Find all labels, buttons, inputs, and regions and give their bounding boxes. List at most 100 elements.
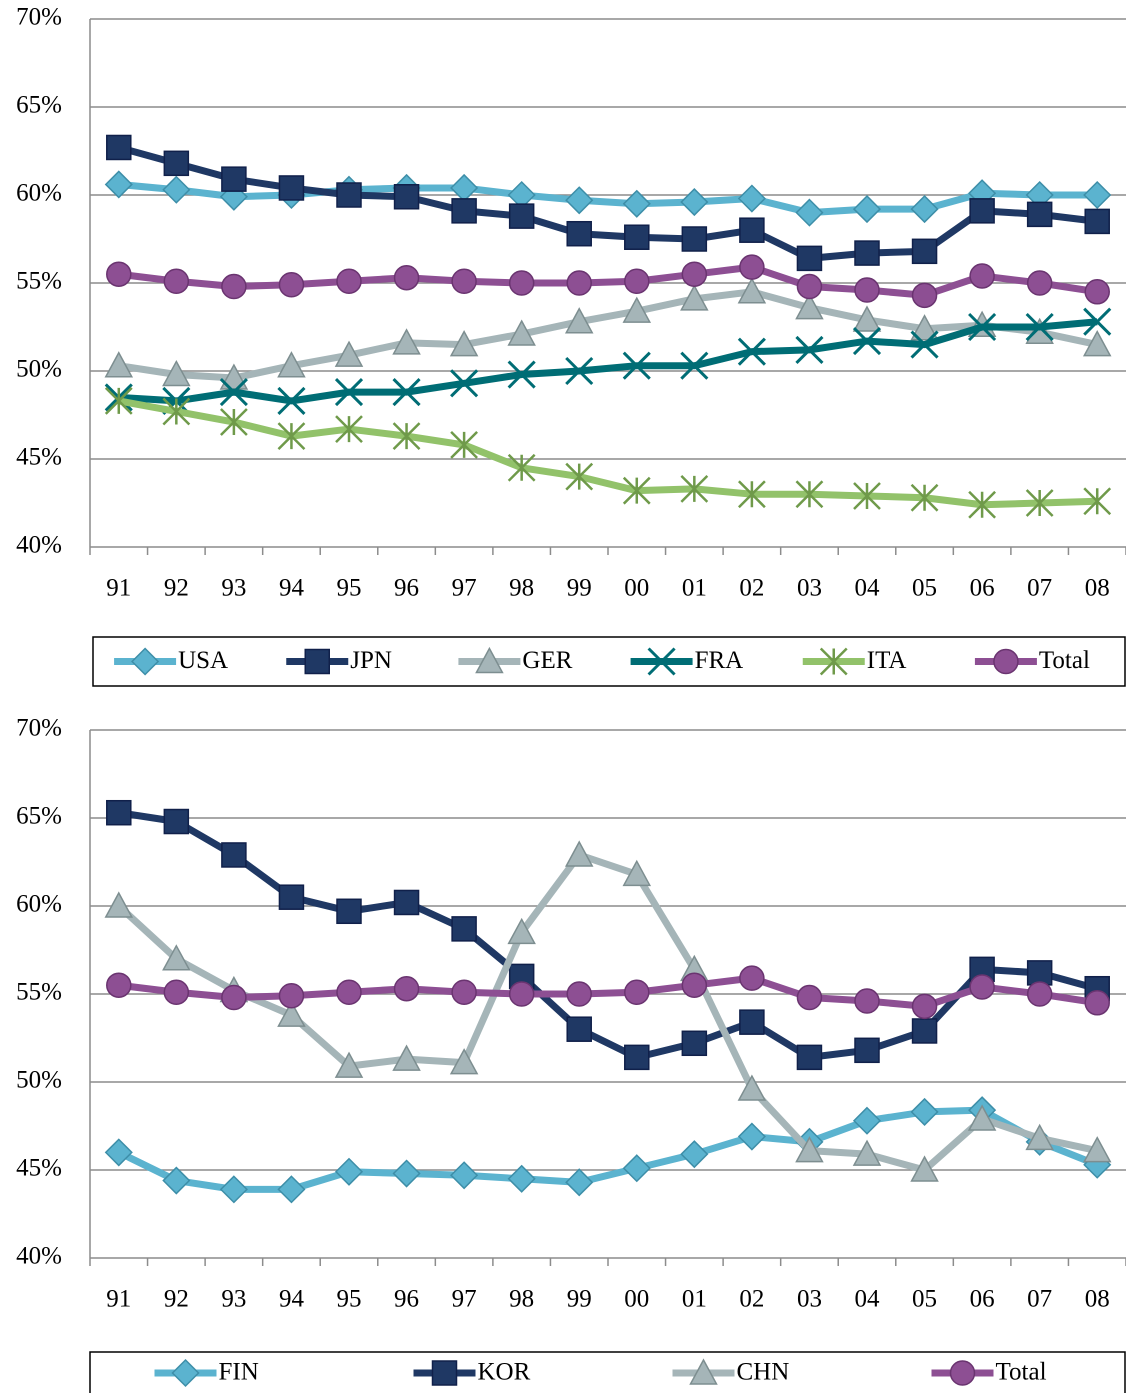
marker — [566, 220, 592, 247]
y-tick-label: 70% — [16, 715, 62, 742]
marker — [739, 965, 765, 991]
x-tick-label: 06 — [970, 1286, 995, 1313]
marker — [566, 1016, 592, 1042]
marker — [564, 307, 594, 334]
marker — [1082, 1136, 1112, 1163]
marker — [449, 330, 479, 357]
marker — [104, 170, 133, 199]
marker — [1026, 201, 1053, 228]
marker — [219, 1175, 248, 1204]
x-tick-label: 07 — [1027, 1286, 1052, 1313]
marker — [1026, 270, 1053, 296]
marker — [968, 312, 997, 342]
marker — [219, 378, 248, 407]
marker — [624, 979, 650, 1005]
x-tick-label: 93 — [221, 575, 246, 602]
marker — [1083, 180, 1112, 210]
marker — [104, 351, 134, 378]
marker — [680, 284, 709, 311]
marker — [334, 1051, 364, 1078]
marker — [689, 1358, 718, 1385]
marker — [277, 1000, 306, 1027]
marker — [911, 282, 938, 309]
marker — [392, 1159, 421, 1188]
marker — [910, 330, 939, 359]
y-tick-label: 60% — [16, 180, 62, 207]
marker — [680, 187, 709, 217]
marker — [131, 647, 160, 676]
marker — [451, 916, 477, 942]
marker — [737, 337, 766, 366]
x-tick-label: 02 — [739, 1286, 764, 1313]
marker — [304, 648, 330, 675]
marker — [392, 1044, 421, 1071]
y-tick-label: 60% — [16, 891, 62, 918]
x-tick-label: 02 — [739, 575, 764, 602]
y-tick-label: 45% — [16, 444, 62, 471]
marker — [854, 240, 880, 266]
marker — [622, 1154, 651, 1183]
marker — [277, 386, 306, 415]
marker — [104, 387, 133, 415]
marker — [278, 175, 305, 201]
marker — [451, 198, 477, 224]
marker — [221, 273, 247, 300]
marker — [336, 979, 362, 1005]
series-line — [116, 851, 1098, 1174]
marker — [450, 1161, 479, 1190]
marker — [739, 217, 765, 243]
marker — [507, 917, 536, 945]
marker — [738, 480, 766, 509]
marker — [1025, 312, 1054, 342]
marker — [910, 1097, 939, 1126]
x-tick-label: 05 — [912, 1286, 937, 1313]
marker — [1025, 1123, 1054, 1151]
marker — [277, 1175, 306, 1204]
x-tick-label: 03 — [797, 575, 822, 602]
marker — [1025, 489, 1054, 517]
marker — [449, 1048, 479, 1075]
marker — [162, 175, 191, 204]
marker — [431, 1360, 458, 1386]
x-tick-label: 98 — [509, 1286, 534, 1313]
x-tick-label: 95 — [337, 575, 362, 602]
series-line — [118, 809, 1099, 1061]
marker — [852, 327, 882, 356]
marker — [162, 1166, 191, 1195]
x-tick-label: 91 — [106, 575, 131, 602]
marker — [737, 184, 766, 213]
marker — [507, 360, 536, 389]
marker — [1084, 279, 1110, 305]
marker — [163, 268, 190, 294]
marker — [911, 1018, 938, 1044]
legend-label: FRA — [695, 647, 744, 674]
marker — [852, 305, 882, 332]
marker — [796, 984, 823, 1011]
legend-label: CHN — [737, 1359, 790, 1386]
marker — [278, 983, 305, 1009]
x-tick-label: 05 — [912, 575, 937, 602]
marker — [854, 988, 880, 1014]
x-tick-label: 00 — [624, 575, 649, 602]
marker — [450, 431, 478, 459]
marker — [622, 351, 651, 380]
x-tick-label: 08 — [1085, 575, 1110, 602]
marker — [911, 238, 938, 265]
marker — [508, 203, 535, 229]
x-tick-label: 97 — [452, 1286, 477, 1313]
marker — [162, 944, 191, 971]
marker — [1026, 960, 1053, 986]
marker — [334, 340, 364, 367]
marker — [624, 224, 650, 250]
y-tick-label: 55% — [16, 268, 62, 295]
legend-label: USA — [178, 647, 228, 674]
marker — [911, 993, 938, 1020]
marker — [681, 226, 708, 252]
y-tick-label: 65% — [16, 803, 62, 830]
marker — [910, 314, 939, 341]
marker — [565, 186, 594, 215]
marker — [910, 1155, 939, 1182]
marker — [162, 397, 191, 426]
marker — [565, 356, 594, 386]
legend-label: ITA — [867, 647, 907, 674]
